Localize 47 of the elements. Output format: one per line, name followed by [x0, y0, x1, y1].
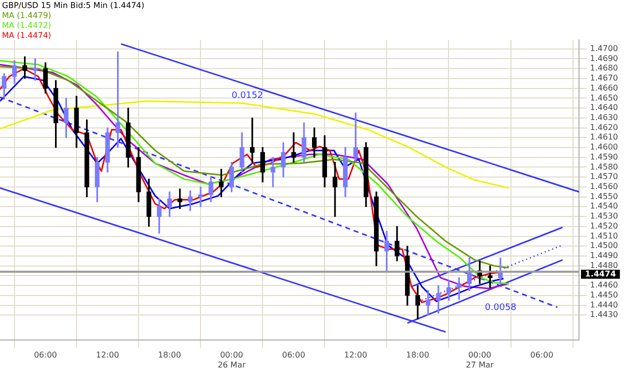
text: MA (1.4479) — [2, 11, 52, 20]
chart-title: GBP/USD 15 Min Bid:5 Min (1.4474) — [2, 1, 144, 10]
y-tick-label: 1.4680 — [590, 64, 618, 73]
y-tick-label: 1.4620 — [590, 122, 618, 132]
y-tick-label: 1.4550 — [590, 192, 618, 201]
y-tick-label: 1.4630 — [590, 112, 618, 122]
y-tick-label: 1.4490 — [590, 251, 618, 260]
y-tick-label: 1.4660 — [590, 83, 618, 92]
y-tick-label: 1.4510 — [590, 231, 618, 240]
x-tick-label: 06:00 — [34, 350, 58, 360]
y-tick-label: 1.4450 — [590, 290, 618, 300]
y-tick-label: 1.4580 — [590, 162, 618, 172]
y-tick-label: 1.4480 — [590, 260, 618, 270]
x-tick-label: 06:00 — [530, 350, 554, 360]
y-tick-label: 1.4430 — [590, 310, 618, 320]
x-tick-label: 12:00 — [344, 350, 368, 360]
y-tick-label: 1.4640 — [590, 103, 618, 112]
y-tick-label: 1.4610 — [590, 132, 618, 142]
candlestick — [456, 277, 462, 300]
y-tick-label: 1.4540 — [590, 202, 618, 211]
y-tick-label: 1.4690 — [590, 54, 618, 63]
x-tick-label: 12:00 — [96, 350, 120, 360]
y-tick-label: 1.4530 — [590, 212, 618, 221]
x-tick-label: 18:00 — [406, 350, 430, 360]
x-tick-label: 18:00 — [158, 350, 182, 360]
candlestick — [270, 157, 276, 188]
text: MA (1.4474) — [2, 31, 52, 40]
text: MA (1.4472) — [2, 21, 52, 30]
y-tick-label: 1.4440 — [590, 300, 618, 310]
y-tick-label: 1.4500 — [590, 241, 618, 250]
y-tick-label: 1.4590 — [590, 152, 618, 162]
y-tick-label: 1.4460 — [590, 280, 618, 290]
x-tick-label: 00:00 26 Mar — [218, 350, 246, 370]
x-tick-label: 06:00 — [282, 350, 306, 360]
y-tick-label: 1.4600 — [590, 142, 618, 152]
y-tick-label: 1.4650 — [590, 93, 618, 102]
y-tick-label: 1.4700 — [590, 44, 618, 53]
candlestick — [332, 162, 338, 217]
annotation: 0.0058 — [484, 302, 517, 313]
y-tick-label: 1.4520 — [590, 221, 618, 230]
annotation: 0.0152 — [232, 90, 264, 101]
candlestick — [426, 290, 430, 316]
ref-line-label: 1.4474 — [585, 269, 616, 278]
y-tick-label: 1.4570 — [590, 172, 618, 182]
y-tick-label: 1.4670 — [590, 74, 618, 83]
x-tick-label: 00:00 27 Mar — [466, 350, 494, 370]
y-tick-label: 1.4560 — [590, 182, 618, 192]
